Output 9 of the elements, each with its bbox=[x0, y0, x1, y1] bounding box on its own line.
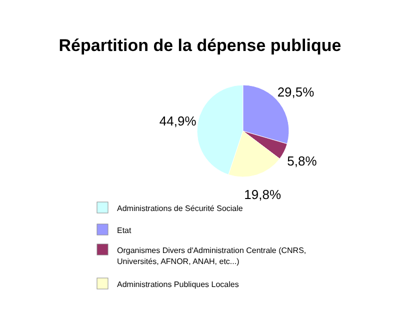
data-label: 29,5% bbox=[277, 84, 315, 100]
legend-label: Etat bbox=[117, 226, 132, 235]
data-label: 5,8% bbox=[287, 154, 318, 169]
data-label: 19,8% bbox=[244, 187, 282, 202]
legend-label: Administrations de Sécurité Sociale bbox=[117, 204, 244, 213]
chart-title: Répartition de la dépense publique bbox=[58, 36, 342, 55]
legend-label: Administrations Publiques Locales bbox=[117, 280, 239, 289]
legend-label: Organismes Divers d'Administration Centrale (CNRS, Universités, AFNOR, ANAH, etc...) bbox=[117, 246, 306, 266]
data-label: 44,9% bbox=[159, 113, 197, 128]
